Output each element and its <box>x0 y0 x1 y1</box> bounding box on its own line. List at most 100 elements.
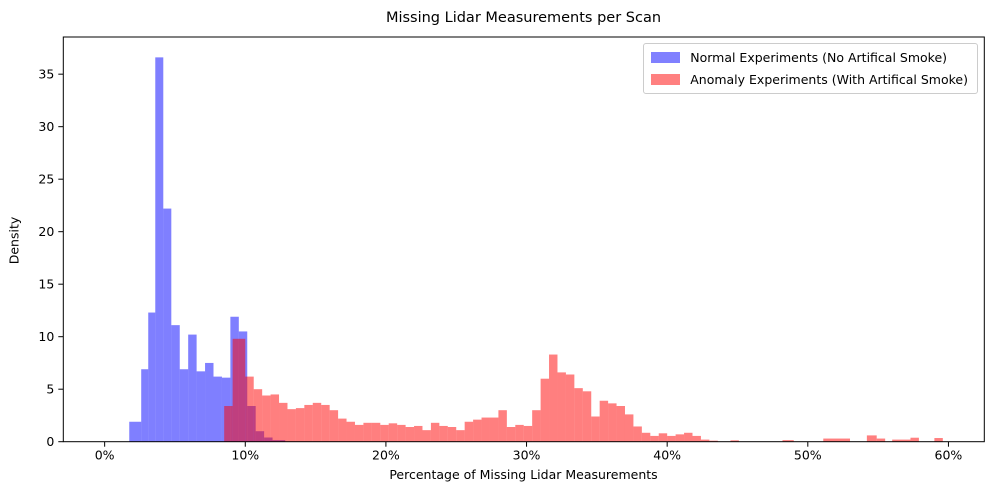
normal-histogram-bar <box>129 421 142 442</box>
x-tick-label: 50% <box>794 448 822 463</box>
anomaly-histogram-bar <box>363 422 372 442</box>
anomaly-histogram-bar <box>684 432 693 442</box>
chart-title: Missing Lidar Measurements per Scan <box>385 10 662 26</box>
normal-histogram-bar <box>179 369 189 442</box>
legend-item-anomaly: Anomaly Experiments (With Artifical Smok… <box>651 72 968 87</box>
normal-histogram-bar <box>171 325 180 442</box>
anomaly-histogram-bar <box>397 424 406 442</box>
normal-histogram-bar <box>141 369 149 442</box>
legend: Normal Experiments (No Artifical Smoke) … <box>643 43 978 94</box>
anomaly-histogram-bar <box>295 408 305 442</box>
anomaly-histogram-bar <box>582 391 592 442</box>
anomaly-histogram-bar <box>312 402 322 442</box>
legend-item-normal-label: Normal Experiments (No Artifical Smoke) <box>690 50 948 65</box>
anomaly-histogram-bar <box>380 424 389 442</box>
anomaly-histogram-bar <box>245 376 254 442</box>
anomaly-histogram-bar <box>892 439 911 442</box>
anomaly-histogram-bar <box>616 406 625 442</box>
normal-series-swatch-icon <box>651 52 681 63</box>
y-tick-label: 0 <box>46 434 54 449</box>
anomaly-histogram-bar <box>641 432 651 442</box>
axes-spines <box>62 36 985 443</box>
anomaly-histogram-bar <box>515 424 524 442</box>
anomaly-histogram-bar <box>532 410 541 442</box>
legend-item-anomaly-label: Anomaly Experiments (With Artifical Smok… <box>690 72 968 87</box>
anomaly-histogram-bar <box>549 354 558 442</box>
anomaly-histogram-bar <box>876 438 886 442</box>
anomaly-histogram-bar <box>523 425 533 442</box>
x-tick-label: 30% <box>513 448 541 463</box>
y-tick-label: 30 <box>38 119 54 134</box>
anomaly-histogram-bar <box>866 435 877 442</box>
anomaly-histogram-bar <box>414 425 423 442</box>
anomaly-histogram-bar <box>304 404 313 442</box>
y-tick-label: 25 <box>38 172 54 187</box>
anomaly-histogram-bar <box>730 440 739 442</box>
normal-histogram-bar <box>155 57 164 442</box>
anomaly-histogram-bar <box>658 433 668 442</box>
anomaly-histogram-bar <box>624 414 634 442</box>
x-axis-label: Percentage of Missing Lidar Measurements <box>389 467 658 482</box>
anomaly-histogram-bar <box>565 374 575 442</box>
anomaly-histogram-bar <box>591 416 600 442</box>
anomaly-histogram-bar <box>354 424 364 442</box>
anomaly-histogram-bar <box>574 388 583 442</box>
y-tick-label: 5 <box>46 382 54 397</box>
anomaly-histogram-bar <box>557 372 566 442</box>
anomaly-histogram-bar <box>270 394 280 442</box>
anomaly-histogram-bar <box>667 435 676 442</box>
anomaly-series-swatch-icon <box>651 74 681 85</box>
anomaly-histogram-bar <box>934 438 943 442</box>
x-tick-label: 10% <box>231 448 259 463</box>
anomaly-histogram-bar <box>506 427 516 442</box>
anomaly-histogram-bar <box>447 427 457 442</box>
anomaly-histogram-bar <box>675 434 685 442</box>
anomaly-histogram-bar <box>489 417 499 442</box>
anomaly-histogram-bar <box>633 426 642 442</box>
anomaly-histogram-bar <box>422 430 431 442</box>
anomaly-histogram-bar <box>910 437 919 442</box>
anomaly-histogram-bar <box>692 435 701 442</box>
y-tick-label: 20 <box>38 224 54 239</box>
y-tick-label: 10 <box>38 329 54 344</box>
normal-histogram-bar <box>148 312 156 442</box>
anomaly-histogram-bar <box>405 427 415 442</box>
anomaly-histogram-bar <box>346 421 355 442</box>
anomaly-histogram-bar <box>232 338 246 442</box>
anomaly-histogram-bar <box>321 404 330 442</box>
anomaly-histogram-bar <box>650 435 659 442</box>
normal-histogram-bar <box>213 376 222 442</box>
x-tick-label: 40% <box>653 448 681 463</box>
anomaly-histogram-bar <box>329 410 339 442</box>
y-axis-label: Density <box>6 216 22 265</box>
anomaly-histogram-bar <box>464 421 474 442</box>
anomaly-histogram-bar <box>262 395 271 442</box>
anomaly-histogram-bar <box>430 422 440 442</box>
anomaly-histogram-bar <box>287 409 296 442</box>
anomaly-histogram-bar <box>279 402 288 442</box>
x-tick-label: 60% <box>935 448 963 463</box>
anomaly-histogram-bar <box>439 425 448 442</box>
x-tick-label: 20% <box>372 448 400 463</box>
normal-histogram-bar <box>163 208 172 442</box>
anomaly-histogram-bar <box>388 423 398 442</box>
anomaly-histogram-bar <box>481 417 490 442</box>
y-tick-label: 15 <box>38 277 54 292</box>
anomaly-histogram-bar <box>540 378 550 442</box>
anomaly-histogram-bar <box>338 418 347 442</box>
anomaly-histogram-bar <box>782 440 794 442</box>
legend-item-normal: Normal Experiments (No Artifical Smoke) <box>651 50 968 65</box>
anomaly-histogram-bar <box>224 406 233 442</box>
normal-histogram-bar <box>205 362 214 442</box>
y-tick-label: 35 <box>38 67 54 82</box>
anomaly-histogram-bar <box>371 422 381 442</box>
anomaly-histogram-bar <box>709 440 718 442</box>
anomaly-histogram-bar <box>498 410 507 442</box>
anomaly-histogram-bar <box>473 419 482 442</box>
anomaly-histogram-bar <box>608 403 617 442</box>
anomaly-histogram-bar <box>456 430 465 442</box>
normal-histogram-bar <box>196 371 206 442</box>
x-tick-label: 0% <box>95 448 115 463</box>
